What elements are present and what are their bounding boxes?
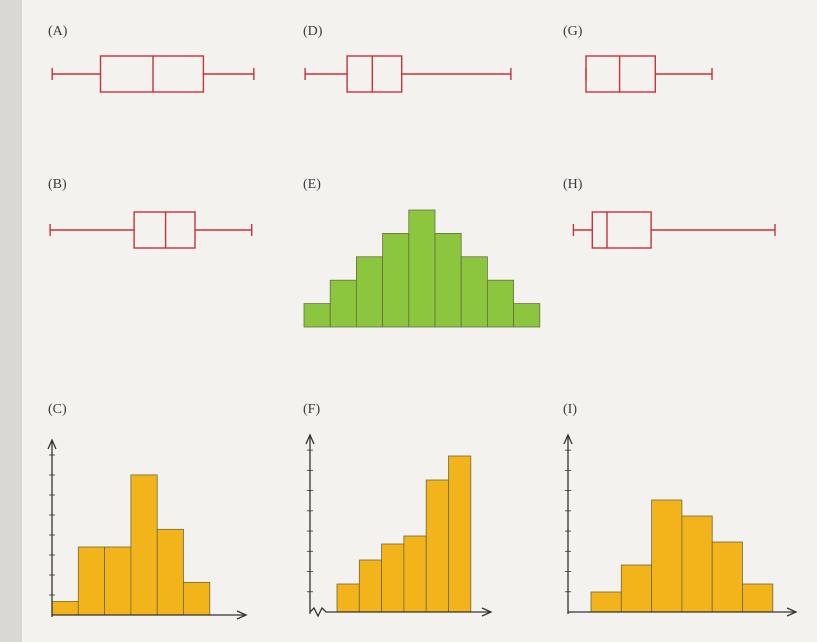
- bar: [742, 583, 774, 613]
- bar: [183, 581, 211, 616]
- panel-label: (A): [48, 24, 68, 39]
- page-edge: [0, 0, 22, 642]
- box: [346, 55, 403, 93]
- bar: [460, 256, 488, 328]
- bar: [336, 583, 360, 613]
- bar: [681, 515, 713, 613]
- bar: [651, 499, 683, 613]
- bar: [51, 601, 79, 616]
- bar: [329, 279, 357, 328]
- box: [591, 211, 652, 249]
- box: [585, 55, 657, 93]
- bar: [590, 591, 622, 613]
- arrow: [563, 433, 573, 445]
- bar: [156, 528, 184, 616]
- bar: [408, 209, 436, 328]
- bar: [358, 559, 382, 613]
- bar: [104, 546, 132, 616]
- box: [99, 55, 205, 93]
- bar: [130, 474, 158, 616]
- axis-break: [309, 606, 490, 618]
- arrow: [786, 607, 798, 617]
- panel-label: (E): [303, 177, 321, 192]
- bar: [382, 232, 410, 328]
- bar: [381, 543, 405, 613]
- bar: [448, 455, 472, 613]
- arrow: [236, 610, 248, 620]
- bar: [425, 479, 449, 613]
- bar: [486, 279, 514, 328]
- bar: [620, 564, 652, 613]
- arrow: [481, 607, 493, 617]
- panel-label: (B): [48, 177, 67, 192]
- bar: [403, 535, 427, 613]
- bar: [434, 232, 462, 328]
- panel-label: (I): [563, 402, 577, 417]
- bar: [303, 303, 331, 328]
- panel-label: (C): [48, 402, 67, 417]
- bar: [77, 546, 106, 616]
- panel-label: (G): [563, 24, 583, 39]
- panel-label: (D): [303, 24, 323, 39]
- bar: [513, 303, 541, 328]
- box: [133, 211, 196, 249]
- arrow: [305, 433, 315, 445]
- panel-label: (F): [303, 402, 320, 417]
- bar: [355, 256, 383, 328]
- arrow: [47, 438, 57, 450]
- panel-label: (H): [563, 177, 583, 192]
- bar: [711, 541, 743, 613]
